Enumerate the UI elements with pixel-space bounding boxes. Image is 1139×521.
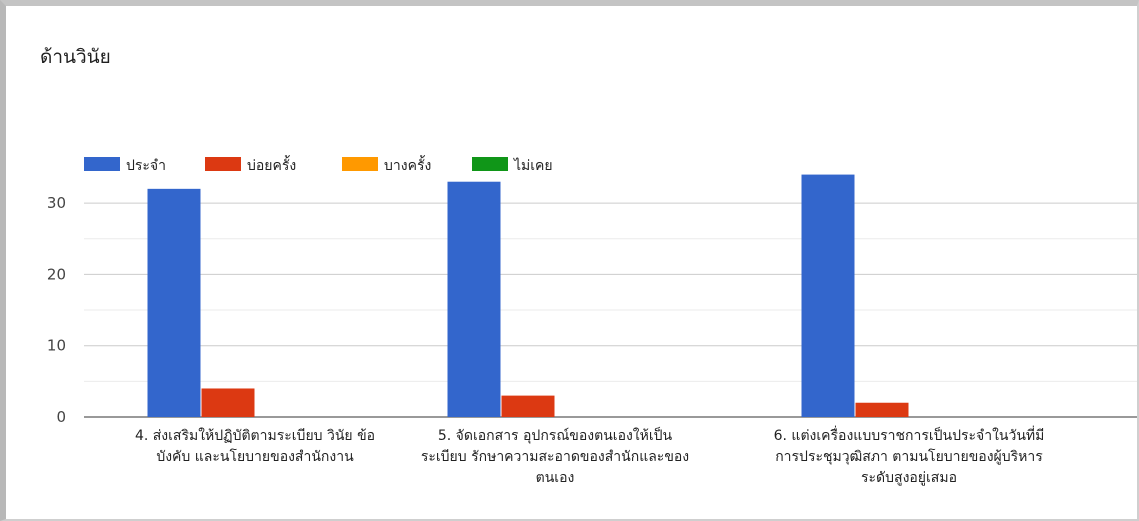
bar (855, 402, 909, 417)
legend-label: บ่อยครั้ง (247, 155, 296, 174)
legend-swatch (205, 157, 241, 171)
x-tick-label: บังคับ และนโยบายของสำนักงาน (156, 448, 354, 465)
bar (501, 395, 555, 417)
legend-label: ประจำ (126, 158, 166, 174)
y-tick-label: 20 (47, 265, 66, 283)
bar (801, 174, 855, 417)
legend-label: ไม่เคย (513, 157, 553, 174)
y-axis: 0 10 20 30 (47, 194, 66, 426)
legend-swatch (472, 157, 508, 171)
bar (201, 388, 255, 417)
x-tick-label: 5. จัดเอกสาร อุปกรณ์ของตนเองให้เป็น (438, 426, 673, 444)
y-tick-label: 10 (47, 337, 66, 355)
chart-title: ด้านวินัย (40, 46, 111, 68)
bar (447, 181, 501, 417)
x-tick-label: ระดับสูงอยู่เสมอ (861, 470, 957, 486)
y-tick-label: 0 (56, 408, 66, 426)
legend-swatch (342, 157, 378, 171)
bar (147, 188, 201, 417)
x-tick-label: การประชุมวุฒิสภา ตามนโยบายของผู้บริหาร (775, 448, 1043, 465)
x-tick-label: ระเบียบ รักษาความสะอาดของสำนักและของ (421, 449, 689, 465)
legend-label: บางครั้ง (384, 155, 431, 174)
x-tick-label: 6. แต่งเครื่องแบบราชการเป็นประจำในวันที่… (774, 426, 1045, 444)
legend-swatch (84, 157, 120, 171)
x-axis-labels: 4. ส่งเสริมให้ปฏิบัติตามระเบียบ วินัย ข้… (135, 426, 1044, 486)
y-tick-label: 30 (47, 194, 66, 212)
legend: ประจำ บ่อยครั้ง บางครั้ง ไม่เคย (84, 155, 553, 174)
gridlines (84, 202, 1137, 418)
x-tick-label: 4. ส่งเสริมให้ปฏิบัติตามระเบียบ วินัย ข้… (135, 427, 375, 444)
bars (147, 174, 909, 417)
x-tick-label: ตนเอง (536, 470, 575, 486)
